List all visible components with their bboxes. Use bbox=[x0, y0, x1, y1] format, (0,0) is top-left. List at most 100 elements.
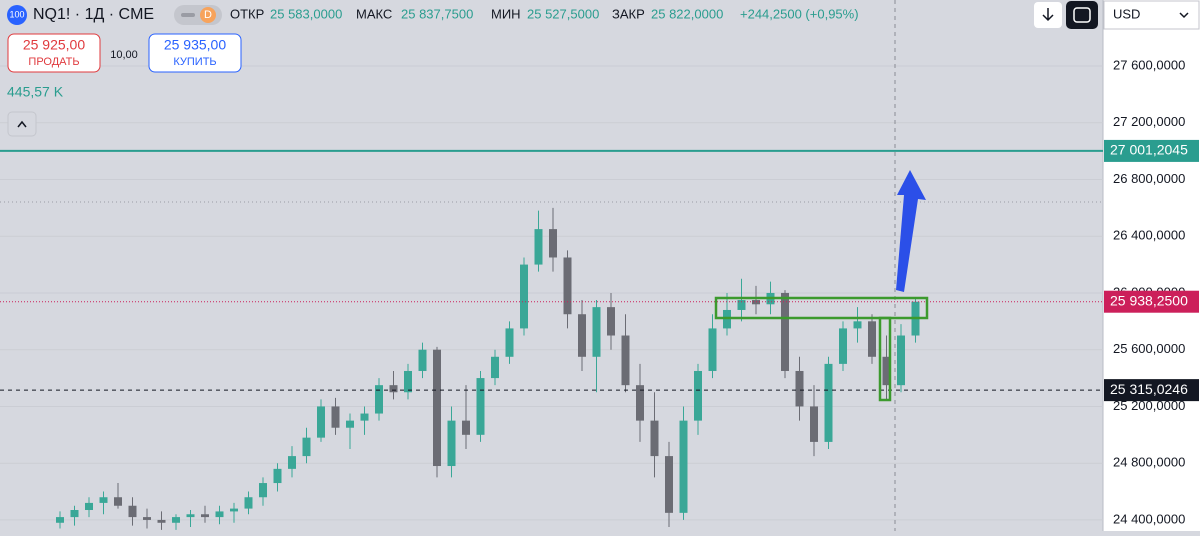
currency-select[interactable] bbox=[1103, 0, 1200, 30]
session-dot bbox=[200, 7, 216, 23]
plot-background bbox=[0, 0, 1103, 531]
y-tick-label: 24 400,0000 bbox=[1113, 511, 1185, 526]
layout-button[interactable] bbox=[1066, 1, 1098, 29]
candle-body bbox=[534, 229, 543, 265]
price-label: 25 315,0246 bbox=[1110, 381, 1188, 397]
y-tick-label: 25 200,0000 bbox=[1113, 398, 1185, 413]
candle-body bbox=[418, 349, 427, 371]
candle-body bbox=[897, 335, 905, 386]
candle-body bbox=[737, 300, 746, 310]
candle-body bbox=[665, 456, 673, 513]
candle-body bbox=[882, 356, 891, 386]
price-label: 25 938,2500 bbox=[1110, 292, 1188, 308]
candle-body bbox=[157, 519, 166, 523]
candle-body bbox=[636, 385, 644, 421]
arrow bbox=[896, 170, 926, 292]
price-label: 27 001,2045 bbox=[1110, 142, 1188, 158]
candle-body bbox=[839, 328, 847, 364]
candle-body bbox=[70, 510, 79, 518]
candle-body bbox=[244, 497, 253, 509]
candle-body bbox=[114, 497, 122, 506]
candle-body bbox=[650, 420, 659, 457]
spread: 10,00 bbox=[110, 49, 138, 61]
candle-body bbox=[302, 437, 311, 457]
candle-body bbox=[563, 257, 572, 315]
buy: КУПИТЬ bbox=[173, 56, 216, 68]
candle-body bbox=[259, 483, 267, 498]
change: +244,2500 (+0,95%) bbox=[740, 6, 859, 21]
candle-body bbox=[172, 517, 180, 523]
candle-body bbox=[331, 406, 340, 428]
candle-body bbox=[549, 229, 557, 258]
y-tick-label: 25 600,0000 bbox=[1113, 341, 1185, 356]
sell: ПРОДАТЬ bbox=[28, 56, 79, 68]
close: 25 822,0000 bbox=[651, 6, 723, 21]
close-label: ЗАКР bbox=[612, 6, 645, 21]
candle-body bbox=[694, 370, 702, 421]
candle-body bbox=[85, 502, 93, 511]
open-label: ОТКР bbox=[230, 6, 264, 21]
badge bbox=[7, 5, 27, 25]
candle-body bbox=[679, 420, 688, 513]
candle-body bbox=[346, 420, 354, 428]
currency: USD bbox=[1113, 6, 1140, 21]
candle-body bbox=[578, 314, 586, 357]
candle-body bbox=[476, 378, 485, 435]
zone-box bbox=[878, 316, 892, 402]
candle-body bbox=[520, 264, 528, 329]
candle-body bbox=[201, 514, 209, 518]
candle-body bbox=[375, 385, 383, 414]
candle-body bbox=[128, 505, 137, 518]
buy-button[interactable] bbox=[148, 33, 242, 73]
candle-body bbox=[143, 517, 151, 520]
candle-body bbox=[708, 328, 717, 371]
price-label-bg bbox=[1104, 139, 1199, 162]
candle-body bbox=[317, 406, 325, 438]
badge-text: 100 bbox=[9, 9, 24, 19]
low: 25 527,5000 bbox=[527, 6, 599, 21]
candle-body bbox=[230, 508, 238, 512]
axis-labels: 27 600,0000 27 200,0000 26 800,0000 26 400,… bbox=[1104, 57, 1199, 526]
buy-price: 25 935,00 bbox=[164, 37, 226, 53]
candle-body bbox=[215, 511, 224, 518]
candle-body bbox=[462, 420, 470, 435]
candle-body bbox=[447, 420, 456, 467]
candle-body bbox=[592, 307, 601, 357]
candle-body bbox=[360, 413, 369, 421]
high-label: МАКС bbox=[356, 6, 392, 21]
sell-button[interactable] bbox=[7, 33, 101, 73]
candle-body bbox=[56, 517, 64, 523]
open: 25 583,0000 bbox=[270, 6, 342, 21]
price-label-bg bbox=[1104, 379, 1199, 402]
candle-body bbox=[273, 468, 282, 484]
candle-body bbox=[810, 406, 818, 442]
session-bar bbox=[181, 13, 195, 17]
session: D bbox=[204, 9, 212, 21]
candle-body bbox=[781, 292, 789, 371]
candle-body bbox=[433, 349, 441, 467]
candle-body bbox=[621, 335, 630, 386]
candle-body bbox=[795, 370, 804, 407]
chevron bbox=[1179, 12, 1189, 19]
y-tick-label: 27 600,0000 bbox=[1113, 57, 1185, 72]
down-icon bbox=[1042, 8, 1054, 22]
layout-icon bbox=[1073, 7, 1091, 23]
candle-body bbox=[868, 321, 876, 357]
zone-box bbox=[714, 296, 929, 320]
sell-price: 25 925,00 bbox=[23, 37, 85, 53]
y-tick-label: 26 400,0000 bbox=[1113, 228, 1185, 243]
candle-body bbox=[824, 363, 833, 442]
high: 25 837,7500 bbox=[401, 6, 473, 21]
collapse-button[interactable] bbox=[7, 111, 37, 137]
plot bbox=[0, 65, 1103, 530]
candle-body bbox=[288, 456, 296, 469]
y-tick-label: 26 800,0000 bbox=[1113, 171, 1185, 186]
low-label: МИН bbox=[491, 6, 521, 21]
y-tick-label: 27 200,0000 bbox=[1113, 114, 1185, 129]
price-label-bg bbox=[1104, 290, 1199, 313]
candle-body bbox=[186, 514, 195, 518]
symbol: NQ1! · 1Д · CME bbox=[33, 6, 154, 23]
candle-body bbox=[404, 370, 412, 393]
candle-body bbox=[505, 328, 514, 357]
candle-body bbox=[491, 356, 499, 379]
